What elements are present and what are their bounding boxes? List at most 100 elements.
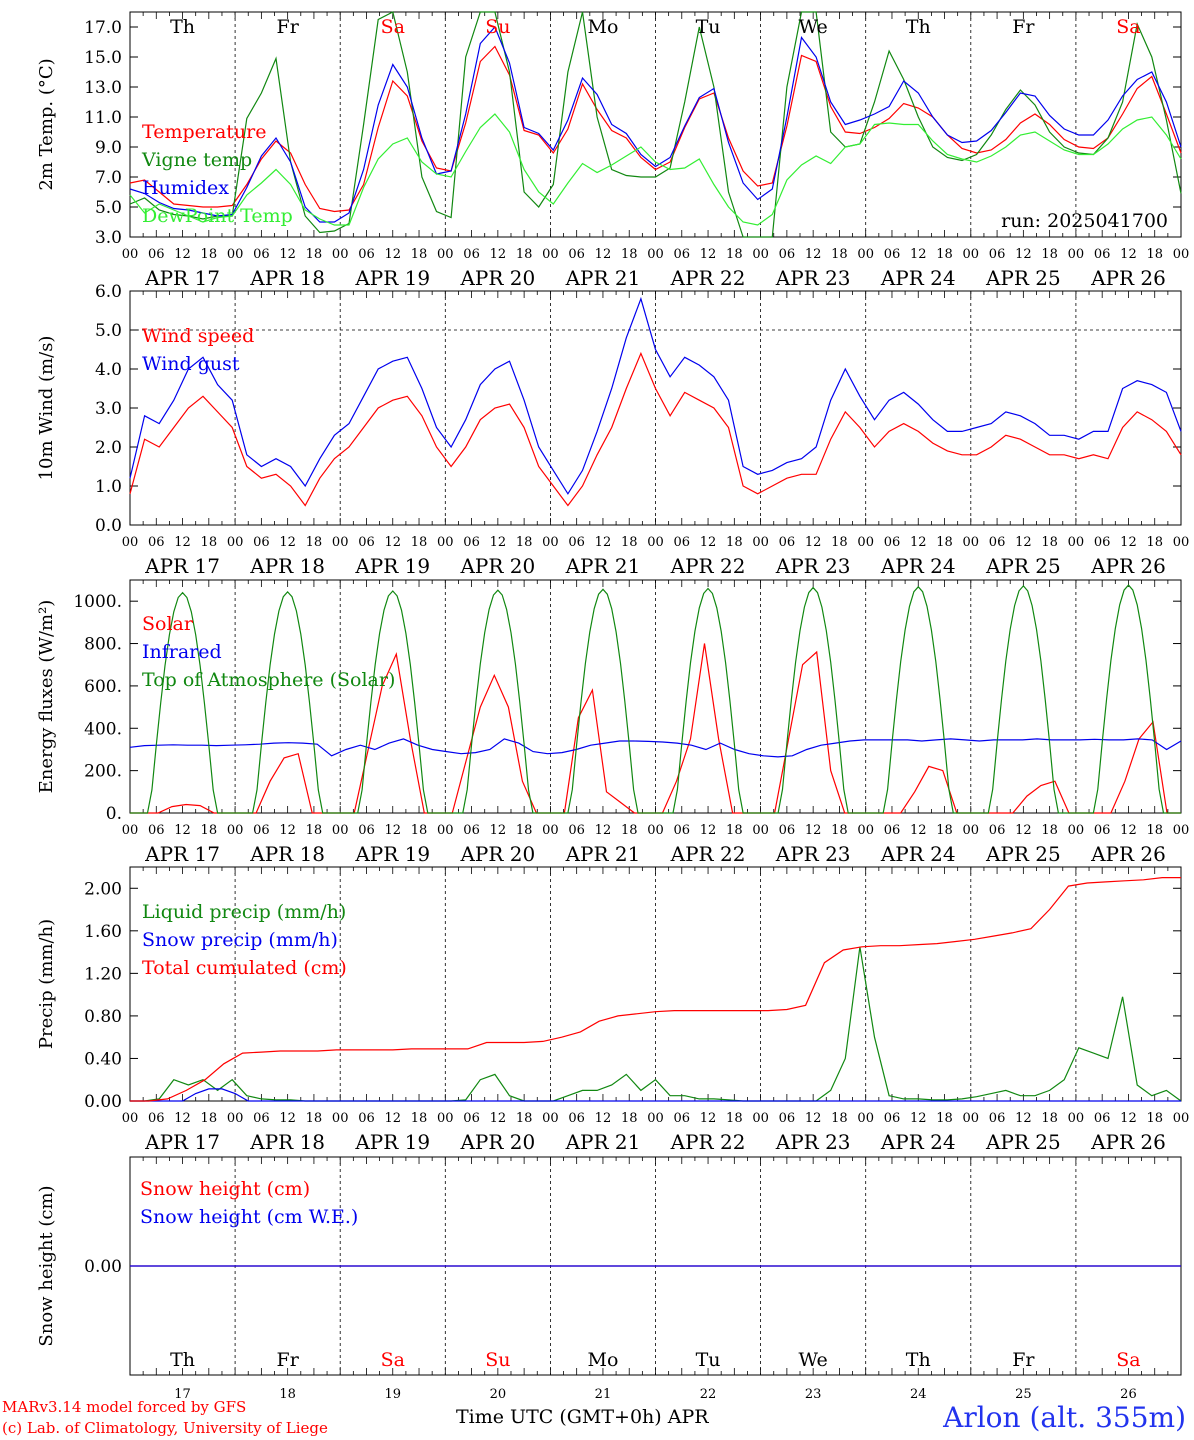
hour-tick-label: 06 <box>463 247 480 262</box>
hour-tick-label: 18 <box>1041 823 1058 838</box>
day-number-label: 19 <box>384 1387 401 1402</box>
hour-tick-label: 06 <box>674 1111 691 1126</box>
hour-tick-label: 00 <box>963 823 980 838</box>
series-dewpoint-temp <box>129 113 1182 226</box>
hour-tick-label: 18 <box>516 1111 533 1126</box>
hour-tick-label: 00 <box>227 823 244 838</box>
day-name-label: Fr <box>1012 16 1035 38</box>
hour-tick-label: 00 <box>647 823 664 838</box>
day-number-label: 25 <box>1015 1387 1032 1402</box>
date-label: APR 19 <box>354 1130 430 1154</box>
hour-tick-label: 18 <box>1146 247 1163 262</box>
hour-tick-label: 06 <box>1094 1111 1111 1126</box>
series-top-of-atmosphere-solar <box>130 584 1181 814</box>
y-axis-label: 10m Wind (m/s) <box>36 336 57 481</box>
day-name-label: Fr <box>277 16 300 38</box>
legend-top-of-atmosphere-solar: Top of Atmosphere (Solar) <box>142 669 395 691</box>
hour-tick-label: 18 <box>621 535 638 550</box>
hour-tick-label: 06 <box>253 535 270 550</box>
date-label: APR 17 <box>144 842 220 866</box>
hour-tick-label: 06 <box>253 1111 270 1126</box>
hour-tick-label: 06 <box>568 535 585 550</box>
hour-tick-label: 06 <box>148 1111 165 1126</box>
day-name-label: Sa <box>381 16 405 38</box>
y-tick-label: 3.0 <box>95 399 122 419</box>
hour-tick-label: 00 <box>857 1111 874 1126</box>
hour-tick-label: 00 <box>227 1111 244 1126</box>
hour-tick-label: 18 <box>306 1111 323 1126</box>
panel-2: 0.0 1.0 2.0 3.0 4.0 5.0 6.0 10m Wind (m/s) Wind … <box>36 282 1189 578</box>
y-tick-label: 0.00 <box>84 1257 122 1277</box>
hour-tick-label: 06 <box>884 535 901 550</box>
hour-tick-label: 12 <box>1120 1111 1137 1126</box>
hour-tick-label: 18 <box>201 1111 218 1126</box>
hour-tick-label: 06 <box>568 247 585 262</box>
day-name-label: Sa <box>1116 16 1140 38</box>
panel-4: 0.00 0.40 0.80 1.20 1.60 2.00 Precip (mm/h) Liq… <box>36 866 1189 1154</box>
date-label: APR 19 <box>354 266 430 290</box>
date-label: APR 17 <box>144 1130 220 1154</box>
hour-tick-label: 12 <box>490 823 507 838</box>
hour-tick-label: 18 <box>621 823 638 838</box>
hour-tick-label: 12 <box>910 247 927 262</box>
y-tick-label: 800. <box>84 635 122 655</box>
hour-tick-label: 00 <box>542 1111 559 1126</box>
hour-tick-label: 18 <box>831 535 848 550</box>
hour-tick-label: 00 <box>122 535 139 550</box>
hour-tick-label: 06 <box>989 535 1006 550</box>
date-label: APR 20 <box>459 1130 535 1154</box>
hour-tick-label: 06 <box>674 535 691 550</box>
hour-tick-label: 12 <box>174 823 191 838</box>
hour-tick-label: 06 <box>884 823 901 838</box>
date-label: APR 24 <box>880 554 956 578</box>
date-label: APR 19 <box>354 842 430 866</box>
hour-tick-label: 12 <box>805 535 822 550</box>
y-tick-label: 7.0 <box>95 168 122 188</box>
y-tick-label: 0.0 <box>95 516 122 536</box>
day-name-label: We <box>799 1349 828 1371</box>
y-tick-label: 9.0 <box>95 138 122 158</box>
hour-tick-label: 00 <box>122 823 139 838</box>
series-snow-precip-mm-h <box>130 1088 1181 1102</box>
hour-tick-label: 12 <box>279 535 296 550</box>
time-axis-label: Time UTC (GMT+0h) APR <box>456 1406 709 1428</box>
hour-tick-label: 18 <box>306 247 323 262</box>
legend-wind-gust: Wind gust <box>142 353 240 375</box>
hour-tick-label: 06 <box>358 1111 375 1126</box>
legend-snow-precip-mm-h: Snow precip (mm/h) <box>142 929 338 951</box>
hour-tick-label: 06 <box>779 823 796 838</box>
hour-tick-label: 12 <box>384 247 401 262</box>
y-tick-label: 4.0 <box>95 360 122 380</box>
hour-tick-label: 12 <box>384 823 401 838</box>
legend-solar: Solar <box>142 613 194 635</box>
date-label: APR 22 <box>670 842 746 866</box>
series-infrared <box>129 738 1182 758</box>
lab-credit: (c) Lab. of Climatology, University of L… <box>2 1419 328 1437</box>
hour-tick-label: 06 <box>674 247 691 262</box>
hour-tick-label: 18 <box>936 535 953 550</box>
date-label: APR 22 <box>670 266 746 290</box>
hour-tick-label: 12 <box>910 535 927 550</box>
hour-tick-label: 06 <box>253 247 270 262</box>
day-name-label: Th <box>906 1349 931 1371</box>
hour-tick-label: 18 <box>621 1111 638 1126</box>
hour-tick-label: 00 <box>647 247 664 262</box>
hour-tick-label: 18 <box>1041 535 1058 550</box>
hour-tick-label: 00 <box>963 535 980 550</box>
hour-tick-label: 18 <box>306 823 323 838</box>
hour-tick-label: 18 <box>831 1111 848 1126</box>
hour-tick-label: 18 <box>831 247 848 262</box>
date-label: APR 24 <box>880 266 956 290</box>
hour-tick-label: 12 <box>700 535 717 550</box>
hour-tick-label: 00 <box>1068 1111 1085 1126</box>
hour-tick-label: 18 <box>201 823 218 838</box>
station-name: Arlon (alt. 355m) <box>943 1401 1186 1434</box>
hour-tick-label: 00 <box>227 247 244 262</box>
series-humidex <box>129 25 1182 223</box>
hour-tick-label: 00 <box>857 823 874 838</box>
hour-tick-label: 00 <box>332 247 349 262</box>
hour-tick-label: 00 <box>437 823 454 838</box>
hour-tick-label: 06 <box>463 823 480 838</box>
hour-tick-label: 06 <box>884 1111 901 1126</box>
hour-tick-label: 18 <box>201 247 218 262</box>
